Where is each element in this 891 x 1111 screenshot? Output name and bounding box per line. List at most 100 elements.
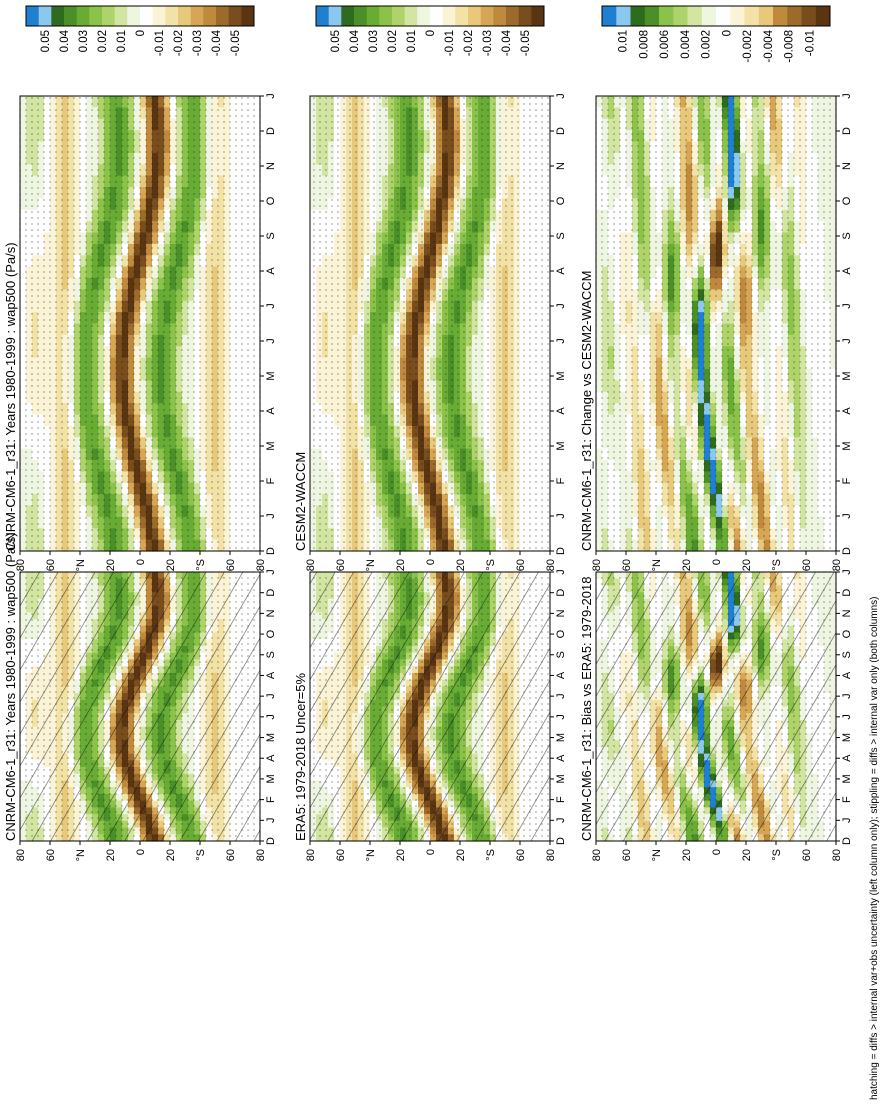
month-tick-label: D (265, 547, 277, 555)
month-tick-label: J (265, 303, 277, 309)
colorbar-swatch (152, 6, 166, 26)
colorbar-label: 0 (135, 30, 147, 36)
colorbar-swatch (203, 6, 217, 26)
hatching (20, 572, 260, 841)
colorbar-label: 0.05 (40, 30, 52, 52)
lat-tick-label: 80 (15, 559, 27, 571)
colorbar-label: 0.03 (78, 30, 90, 52)
lat-tick-label: 20 (105, 849, 117, 861)
month-tick-label: D (555, 837, 567, 845)
month-tick-label: J (265, 714, 277, 720)
lat-tick-label: 60 (225, 849, 237, 861)
colorbar-swatch (241, 6, 255, 26)
month-tick-label: O (265, 196, 277, 205)
lat-tick-label: 20 (395, 849, 407, 861)
month-tick-label: J (265, 569, 277, 575)
colorbar-swatch (140, 6, 154, 26)
month-tick-label: O (555, 629, 567, 638)
colorbar-swatch (228, 6, 242, 26)
colorbar-swatch (178, 6, 192, 26)
month-tick-label: M (265, 441, 277, 450)
colorbar-label: -0.05 (230, 30, 242, 56)
colorbar-label: 0.01 (116, 30, 128, 52)
month-tick-label: S (555, 651, 567, 658)
lat-tick-label: 80 (255, 559, 267, 571)
month-tick-label: D (265, 589, 277, 597)
colorbar-swatch (26, 6, 40, 26)
month-tick-label: J (265, 93, 277, 99)
lat-tick-label: °N (75, 849, 87, 861)
month-tick-label: N (555, 609, 567, 617)
colorbar-label: 0.02 (97, 30, 109, 52)
month-tick-label: A (555, 671, 567, 679)
lat-tick-label: °S (195, 559, 207, 571)
hatching (310, 572, 550, 841)
colorbar-swatch (89, 6, 103, 26)
month-tick-label: J (555, 818, 567, 824)
lat-tick-label: 60 (335, 849, 347, 861)
colorbar-label: -0.02 (173, 30, 185, 56)
colorbar-label: -0.04 (211, 29, 223, 56)
lat-tick-label: °N (365, 849, 377, 861)
lat-tick-label: 60 (45, 849, 57, 861)
colorbar-swatch (64, 6, 78, 26)
colorbar-label: 0.04 (59, 29, 71, 52)
month-tick-label: A (265, 754, 277, 762)
colorbar-label: -0.01 (154, 30, 166, 56)
panel-1: 80 60 °N 20 0 20 °S 60 80DJFMAMJJASONDJCNRM-CM6-… (3, 5, 277, 571)
colorbar: 0.05 0.04 0.03 0.02 0.01 0 -0.01 -0.02 -0.03 -0.0… (25, 5, 255, 56)
month-tick-label: A (555, 754, 567, 762)
month-tick-label: J (265, 338, 277, 344)
month-tick-label: A (265, 407, 277, 415)
colorbar-swatch (216, 6, 230, 26)
lat-tick-label: 60 (45, 559, 57, 571)
panel-title: ERA5: 1979-2018 Uncer=5% (293, 673, 308, 841)
colorbar-swatch (127, 6, 141, 26)
panel-title: CNRM-CM6-1_r31: Years 1980-1999 : wap500… (3, 242, 18, 551)
lat-tick-label: 80 (15, 849, 27, 861)
month-tick-label: J (265, 693, 277, 699)
month-tick-label: A (265, 671, 277, 679)
colorbar-swatch (76, 6, 90, 26)
month-tick-label: M (265, 774, 277, 783)
lat-tick-label: 80 (305, 849, 317, 861)
stippling (20, 96, 260, 551)
colorbar-swatch (165, 6, 179, 26)
lat-tick-label: 60 (225, 559, 237, 571)
lat-tick-label: 80 (255, 849, 267, 861)
colorbar-swatch (190, 6, 204, 26)
colorbar-swatch (51, 6, 65, 26)
colorbar-swatch (102, 6, 116, 26)
month-tick-label: J (555, 714, 567, 720)
month-tick-label: J (555, 569, 567, 575)
colorbar-swatch (38, 6, 52, 26)
month-tick-label: D (265, 837, 277, 845)
month-tick-label: M (555, 733, 567, 742)
lat-tick-label: 20 (165, 559, 177, 571)
lat-tick-label: 0 (425, 849, 437, 855)
panel-3: 80 60 °N 20 0 20 °S 60 80DJFMAMJJASONDJCESM2-WAC… (293, 5, 567, 571)
lat-tick-label: 0 (135, 849, 147, 855)
month-tick-label: M (265, 733, 277, 742)
month-tick-label: F (265, 477, 277, 484)
lat-tick-label: °N (75, 559, 87, 571)
month-tick-label: N (265, 609, 277, 617)
month-tick-label: D (265, 127, 277, 135)
month-tick-label: J (265, 513, 277, 519)
month-tick-label: D (555, 589, 567, 597)
month-tick-label: F (555, 796, 567, 803)
panel-title: CNRM-CM6-1_r31: Years 1980-1999 : wap500… (3, 532, 18, 841)
month-tick-label: M (555, 774, 567, 783)
month-tick-label: O (265, 629, 277, 638)
lat-tick-label: 0 (135, 559, 147, 565)
lat-tick-label: 60 (515, 849, 527, 861)
month-tick-label: F (265, 796, 277, 803)
colorbar-swatch (114, 6, 128, 26)
month-tick-label: J (555, 693, 567, 699)
lat-tick-label: 20 (455, 849, 467, 861)
month-tick-label: N (265, 162, 277, 170)
month-tick-label: S (265, 651, 277, 658)
month-tick-label: M (265, 371, 277, 380)
